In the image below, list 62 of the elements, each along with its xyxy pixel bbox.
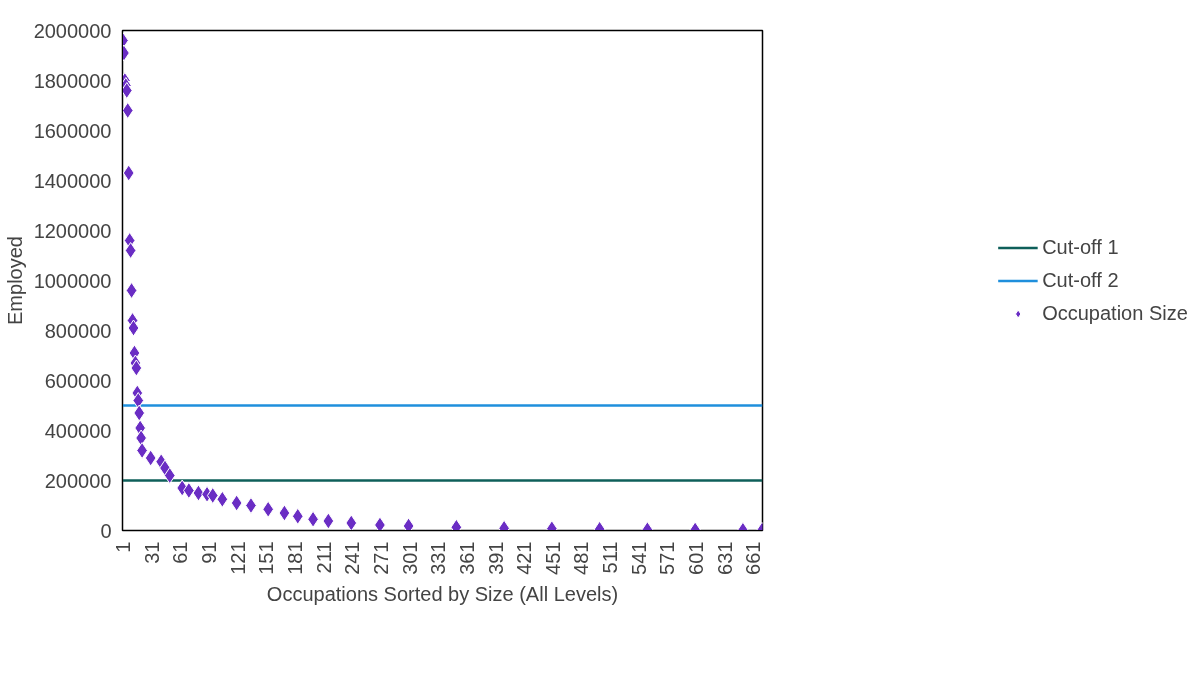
x-tick-label: 91: [197, 541, 220, 564]
x-tick-label: 601: [685, 541, 708, 575]
x-tick-label: 301: [398, 541, 421, 575]
legend-label: Occupation Size: [1042, 301, 1188, 325]
point: [322, 512, 335, 530]
x-tick-label: 571: [656, 541, 679, 575]
x-tick-label: 181: [283, 541, 306, 575]
x-tick-label: 511: [599, 541, 622, 574]
x-tick-label: 361: [455, 541, 478, 575]
x-tick-label: 391: [484, 541, 507, 575]
x-tick-label: 541: [627, 541, 650, 575]
x-tick-label: 331: [427, 541, 450, 575]
x-tick-label: 1: [111, 541, 134, 553]
legend-label: Cut-off 2: [1042, 268, 1119, 292]
x-tick-label: 31: [140, 541, 163, 564]
point: [192, 484, 205, 502]
x-tick-label: 121: [226, 541, 249, 575]
point: [291, 507, 304, 525]
point: [127, 319, 140, 337]
x-axis-title: Occupations Sorted by Size (All Levels): [266, 582, 619, 605]
point: [125, 282, 138, 299]
point: [122, 164, 135, 182]
y-tick-label: 1400000: [33, 169, 112, 192]
y-tick-label: 800000: [44, 319, 112, 342]
point: [122, 102, 134, 119]
point: [124, 242, 137, 259]
x-tick-label: 241: [341, 541, 364, 575]
point: [144, 449, 157, 467]
point: [278, 504, 291, 522]
x-tick-label: 211: [312, 541, 335, 574]
y-tick-label: 600000: [44, 369, 112, 392]
point: [136, 442, 148, 459]
legend-label: Cut-off 1: [1042, 235, 1119, 259]
point: [374, 516, 386, 531]
point: [230, 494, 243, 512]
y-axis-title: Employed: [3, 236, 26, 325]
point: [206, 487, 219, 504]
y-tick-label: 1200000: [33, 219, 112, 242]
point: [163, 467, 176, 484]
y-tick-label: 1000000: [33, 269, 112, 292]
point: [183, 482, 195, 499]
point: [130, 359, 143, 377]
y-tick-label: 1600000: [33, 119, 112, 142]
point: [216, 490, 229, 508]
y-tick-label: 0: [100, 519, 112, 542]
x-tick-label: 61: [169, 541, 192, 564]
x-tick-label: 631: [713, 541, 736, 575]
y-tick-label: 1800000: [33, 69, 112, 92]
y-tick-label: 2000000: [33, 19, 112, 42]
x-tick-label: 151: [255, 541, 278, 575]
point: [132, 392, 145, 409]
y-tick-label: 200000: [44, 469, 112, 492]
x-tick-label: 451: [541, 541, 564, 575]
x-tick-label: 271: [369, 541, 392, 575]
x-tick-label: 421: [513, 541, 536, 575]
point: [345, 514, 358, 531]
y-tick-label: 400000: [44, 419, 112, 442]
point: [245, 497, 257, 514]
point: [133, 404, 146, 422]
x-tick-label: 661: [742, 541, 765, 575]
x-tick-label: 481: [570, 541, 593, 575]
point: [402, 517, 415, 531]
